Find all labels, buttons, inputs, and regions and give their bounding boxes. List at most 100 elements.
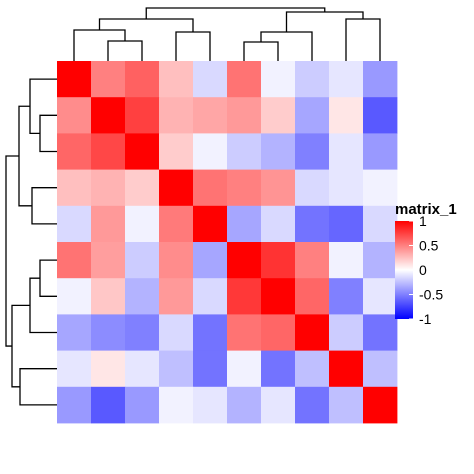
heatmap-cell [261, 350, 296, 388]
column-dendrogram [73, 7, 381, 61]
heatmap-cell [193, 314, 228, 351]
heatmap-cell [295, 242, 330, 279]
legend-ticks: 1 0.5 0 -0.5 -1 [409, 213, 443, 327]
heatmap-cell [125, 133, 160, 170]
heatmap-cell [227, 278, 262, 315]
heatmap-cell [261, 386, 296, 424]
heatmap-cell [57, 386, 92, 424]
heatmap-cell [91, 133, 126, 170]
heatmap-cell [125, 169, 160, 207]
heatmap-cell [227, 97, 262, 134]
heatmap-cell [295, 314, 330, 351]
heatmap-cell [125, 350, 160, 388]
heatmap-cell [363, 97, 398, 134]
heatmap-cell [227, 314, 262, 351]
legend-color-bar [395, 221, 413, 319]
heatmap-cell [295, 386, 330, 424]
heatmap-cell [57, 61, 92, 98]
heatmap-cell [261, 97, 296, 134]
heatmap-cell [193, 386, 228, 424]
heatmap-cell [193, 242, 228, 279]
heatmap-cell [193, 278, 228, 315]
heatmap-cell [329, 169, 364, 207]
legend-tick-label: 0 [419, 262, 427, 278]
legend-tick-label: 0.5 [419, 238, 439, 254]
dendrogram-branch [345, 18, 381, 61]
heatmap-cell [363, 278, 398, 315]
heatmap-cell [193, 350, 228, 388]
heatmap-cell [91, 386, 126, 424]
dendrogram-branch [260, 31, 313, 61]
heatmap-cell [159, 169, 194, 207]
heatmap-cell [295, 205, 330, 243]
dendrogram-branch [5, 155, 19, 347]
heatmap-cell [91, 61, 126, 98]
dendrogram-branch [39, 259, 57, 297]
heatmap-cells [57, 61, 398, 424]
heatmap-cell [193, 205, 228, 243]
heatmap-cell [57, 278, 92, 315]
heatmap-cell [295, 350, 330, 388]
heatmap-cell [125, 278, 160, 315]
heatmap-cell [159, 133, 194, 170]
legend-title: matrix_1 [395, 201, 457, 218]
heatmap-cell [363, 61, 398, 98]
heatmap-cell [159, 350, 194, 388]
heatmap-cell [261, 314, 296, 351]
heatmap-cell [295, 278, 330, 315]
heatmap-cell [363, 205, 398, 243]
legend-tick-label: -0.5 [419, 287, 443, 303]
heatmap-cell [363, 350, 398, 388]
heatmap-cell [159, 61, 194, 98]
heatmap-cell [227, 386, 262, 424]
heatmap-cell [159, 278, 194, 315]
color-legend: matrix_1 1 0.5 0 -0.5 -1 [395, 201, 457, 327]
heatmap-cell [363, 386, 398, 424]
dendrogram-branch [175, 31, 211, 61]
heatmap-cell [261, 242, 296, 279]
dendrogram-branch [107, 40, 143, 61]
heatmap-cell [57, 97, 92, 134]
heatmap-cell [125, 205, 160, 243]
heatmap-cell [261, 61, 296, 98]
heatmap-cell [363, 314, 398, 351]
heatmap-cell [295, 97, 330, 134]
heatmap-cell [261, 133, 296, 170]
heatmap-cell [329, 133, 364, 170]
heatmap-cell [91, 350, 126, 388]
heatmap-cell [329, 205, 364, 243]
heatmap-cell [261, 205, 296, 243]
heatmap-cell [329, 278, 364, 315]
row-dendrogram [5, 78, 57, 406]
dendrogram-branch [19, 368, 57, 406]
heatmap-cell [329, 61, 364, 98]
heatmap-cell [329, 350, 364, 388]
heatmap-cell [227, 350, 262, 388]
heatmap-cell [227, 205, 262, 243]
dendrogram-branch [39, 114, 57, 153]
heatmap-cell [91, 205, 126, 243]
heatmap-cell [57, 350, 92, 388]
heatmap-cell [363, 242, 398, 279]
legend-tick-label: -1 [419, 311, 432, 327]
heatmap-cell [91, 97, 126, 134]
heatmap-cell [193, 97, 228, 134]
heatmap-cell [57, 242, 92, 279]
heatmap-cell [227, 242, 262, 279]
heatmap-cell [125, 386, 160, 424]
heatmap-cell [227, 169, 262, 207]
heatmap-cell [57, 205, 92, 243]
heatmap-cell [329, 242, 364, 279]
dendrogram-branch [29, 78, 57, 135]
heatmap-cell [159, 205, 194, 243]
dendrogram-branch [73, 29, 126, 61]
heatmap-cell [125, 242, 160, 279]
heatmap-cell [159, 242, 194, 279]
heatmap-cell [363, 169, 398, 207]
heatmap-cell [57, 314, 92, 351]
dendrogram-branch [285, 11, 364, 32]
dendrogram-branch [31, 187, 57, 225]
heatmap-cell [57, 169, 92, 207]
heatmap-cell [91, 169, 126, 207]
